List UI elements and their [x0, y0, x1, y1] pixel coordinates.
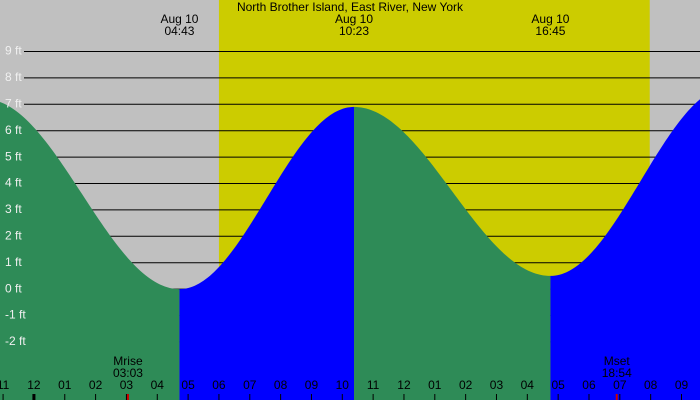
moon-time: 03:03	[113, 366, 143, 380]
x-tick-label: 04	[521, 378, 535, 392]
tide-area	[0, 101, 180, 400]
x-tick-label: 05	[181, 378, 195, 392]
x-tick-label: 02	[459, 378, 473, 392]
y-tick-label: 6 ft	[5, 123, 22, 137]
y-tick-label: 4 ft	[5, 176, 22, 190]
tide-date: Aug 10	[531, 12, 569, 26]
x-tick-label: 08	[274, 378, 288, 392]
tide-date: Aug 10	[160, 12, 198, 26]
tide-time: 04:43	[164, 24, 194, 38]
x-tick-label: 09	[675, 378, 689, 392]
y-tick-label: 0 ft	[5, 281, 22, 295]
y-tick-label: -1 ft	[5, 308, 26, 322]
tide-time: 10:23	[339, 24, 369, 38]
x-tick-label: 12	[27, 378, 41, 392]
x-tick-label: 02	[89, 378, 103, 392]
moon-label: Mset	[604, 354, 631, 368]
y-tick-label: -2 ft	[5, 334, 26, 348]
tide-time: 16:45	[535, 24, 565, 38]
y-tick-label: 5 ft	[5, 149, 22, 163]
y-tick-label: 9 ft	[5, 44, 22, 58]
x-tick-label: 05	[551, 378, 565, 392]
moon-label: Mrise	[113, 354, 143, 368]
x-tick-label: 07	[613, 378, 627, 392]
x-tick-label: 09	[305, 378, 319, 392]
tide-date: Aug 10	[335, 12, 373, 26]
x-tick-label: 08	[644, 378, 658, 392]
y-tick-label: 1 ft	[5, 255, 22, 269]
tide-area	[354, 106, 551, 400]
x-tick-label: 03	[490, 378, 504, 392]
x-tick-label: 04	[151, 378, 165, 392]
tide-area	[179, 106, 355, 400]
y-tick-label: 7 ft	[5, 96, 22, 110]
chart-title: North Brother Island, East River, New Yo…	[237, 0, 464, 14]
tide-area	[550, 99, 700, 400]
x-tick-label: 11	[0, 378, 10, 392]
x-tick-label: 11	[367, 378, 380, 392]
x-tick-label: 12	[397, 378, 411, 392]
y-tick-label: 3 ft	[5, 202, 22, 216]
x-tick-label: 10	[336, 378, 350, 392]
x-tick-label: 01	[58, 378, 72, 392]
moon-time: 18:54	[602, 366, 632, 380]
y-tick-label: 2 ft	[5, 228, 22, 242]
x-tick-label: 06	[212, 378, 226, 392]
x-tick-label: 06	[582, 378, 596, 392]
y-tick-label: 8 ft	[5, 70, 22, 84]
x-tick-label: 01	[428, 378, 442, 392]
x-tick-label: 07	[243, 378, 257, 392]
x-tick-label: 03	[120, 378, 134, 392]
